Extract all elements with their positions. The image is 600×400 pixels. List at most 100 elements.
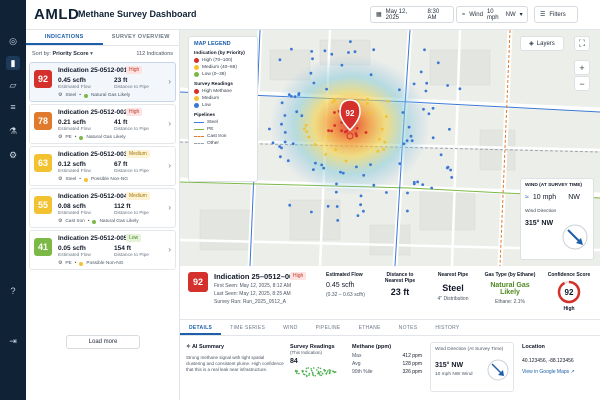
reading-dot	[308, 372, 311, 375]
layers-button[interactable]: ◈ Layers	[520, 36, 564, 51]
google-maps-link[interactable]: View in Google Maps ↗	[522, 369, 596, 375]
reading-dot	[318, 371, 320, 374]
tab-survey-overview[interactable]: SURVEY OVERVIEW	[111, 34, 170, 40]
survey-point	[406, 191, 409, 195]
survey-point	[343, 130, 347, 134]
indication-card[interactable]: 92 Indication 25-0512-001 High 0.45 scfh Est…	[29, 62, 176, 102]
chart-icon[interactable]: ▮	[6, 56, 20, 70]
survey-point	[288, 203, 292, 207]
detail-pipe: Nearest Pipe Steel 4" Distribution	[428, 272, 478, 302]
map-icon[interactable]: ▱	[9, 79, 17, 90]
survey-point	[333, 124, 337, 127]
indication-marker[interactable]	[339, 99, 361, 132]
filters-button[interactable]: ☰ Filters	[534, 6, 578, 23]
survey-point	[330, 129, 333, 133]
survey-point	[283, 140, 287, 144]
indication-card[interactable]: 55 Indication 25-0512-004 Medium 0.08 scfh E…	[29, 188, 176, 228]
priority-badge: High	[126, 108, 143, 116]
estimated-flow: 0.05 scfh	[58, 245, 86, 252]
survey-point	[359, 203, 362, 207]
logout-icon[interactable]: ⇥	[9, 335, 17, 346]
load-more-button[interactable]: Load more	[66, 335, 140, 349]
gear-icon[interactable]: ⚙	[8, 149, 18, 160]
card-meta: ⚙ Steel • Possible Non-NG	[58, 177, 128, 182]
legend-item: Cast Iron	[194, 133, 252, 140]
target-icon[interactable]: ◎	[9, 35, 17, 46]
date-picker[interactable]: ▦ May 12, 2025 8:30 AM	[370, 6, 454, 23]
tab-ethane[interactable]: ETHANE	[358, 325, 381, 331]
line-swatch-icon	[194, 136, 204, 137]
reading-dot	[321, 372, 324, 375]
survey-point	[280, 122, 283, 126]
legend-label: High (70–100)	[202, 58, 233, 63]
chevron-right-icon: ›	[168, 245, 171, 254]
help-icon[interactable]: ?	[10, 286, 16, 296]
legend-item: Medium (40–69)	[194, 64, 252, 71]
sort-control[interactable]: Sort by: Priority Score ▾	[32, 51, 93, 57]
tab-history[interactable]: HISTORY	[435, 325, 460, 331]
wind-dir: NW	[505, 11, 516, 18]
zoom-out-button[interactable]: −	[574, 76, 590, 91]
detail-distance: Distance to Nearest Pipe 23 ft	[378, 272, 422, 297]
tab-time-series[interactable]: TIME SERIES	[230, 325, 266, 331]
survey-point	[436, 61, 440, 65]
detail-content: ✧ AI Summary Strong methane signal with …	[180, 336, 600, 400]
survey-point	[407, 125, 411, 129]
detail-id: Indication 25–0512–001	[214, 272, 298, 281]
survey-point	[309, 71, 313, 75]
distance-label: Distance to Pipe	[114, 211, 149, 216]
tab-indications[interactable]: INDICATIONS	[26, 30, 103, 45]
legend-item: Steel	[194, 119, 252, 126]
flask-icon[interactable]: ⚗	[8, 125, 18, 136]
dot-swatch-icon	[194, 103, 199, 108]
survey-point	[431, 136, 435, 140]
survey-point	[293, 95, 297, 99]
gas-value: Natural Gas Likely	[490, 282, 530, 296]
wind-speed: 10 mph	[532, 194, 557, 201]
methane-stat-label: Avg	[352, 361, 361, 367]
survey-point	[280, 146, 283, 150]
indication-card[interactable]: 78 Indication 25-0512-002 High 0.21 scfh Est…	[29, 104, 176, 144]
survey-point	[356, 214, 360, 218]
indication-card[interactable]: 63 Indication 25-0512-003 Medium 0.12 scfh E…	[29, 146, 176, 186]
tab-notes[interactable]: NOTES	[398, 325, 418, 331]
gas-type: Natural Gas Likely	[86, 135, 126, 140]
gas-status-icon	[92, 219, 97, 224]
survey-point	[333, 111, 336, 114]
date-value: May 12, 2025	[385, 8, 408, 21]
survey-point	[362, 209, 365, 213]
survey-point	[291, 142, 295, 145]
ai-title: AI Summary	[191, 344, 225, 350]
tab-pipeline[interactable]: PIPELINE	[315, 325, 341, 331]
tab-wind[interactable]: WIND	[283, 325, 298, 331]
reading-dot	[319, 367, 322, 370]
methane-stat-value: 412 ppm	[402, 353, 422, 359]
readings-title: Survey Readings	[290, 344, 335, 350]
survey-point	[334, 190, 338, 194]
indication-id: Indication 25-0512-002	[58, 109, 128, 116]
survey-point	[324, 153, 327, 156]
google-maps-label: View in Google Maps	[522, 369, 570, 375]
zoom-in-button[interactable]: +	[574, 60, 590, 75]
priority-score: 63	[34, 154, 52, 172]
gas-status-icon	[79, 135, 84, 140]
indication-card[interactable]: 41 Indication 25-0512-005 Low 0.05 scfh Esti…	[29, 230, 176, 270]
fullscreen-icon[interactable]: ⛶	[574, 36, 590, 51]
map-view[interactable]: 92 MAP LEGEND Indication (by Priority) H…	[180, 30, 600, 266]
survey-point	[283, 131, 287, 134]
survey-point	[334, 148, 337, 152]
tab-details[interactable]: DETAILS	[180, 322, 222, 335]
flow-value: 0.45 scfh	[326, 282, 355, 289]
survey-point	[335, 205, 339, 208]
reading-dot	[312, 374, 315, 377]
dot-swatch-icon	[194, 58, 199, 63]
confidence-level: High	[563, 306, 575, 312]
indication-id: Indication 25-0512-004	[58, 193, 128, 200]
pipe-material: PE	[65, 261, 72, 266]
detail-tabs: DETAILS TIME SERIES WIND PIPELINE ETHANE…	[180, 322, 600, 336]
wind-selector[interactable]: ≈ Wind 10 mph NW ▾	[456, 6, 528, 23]
layers-icon[interactable]: ≡	[10, 102, 16, 112]
chevron-right-icon: ›	[168, 203, 171, 212]
gas-type: Possible Non-NG	[86, 261, 124, 266]
survey-point	[448, 127, 451, 131]
